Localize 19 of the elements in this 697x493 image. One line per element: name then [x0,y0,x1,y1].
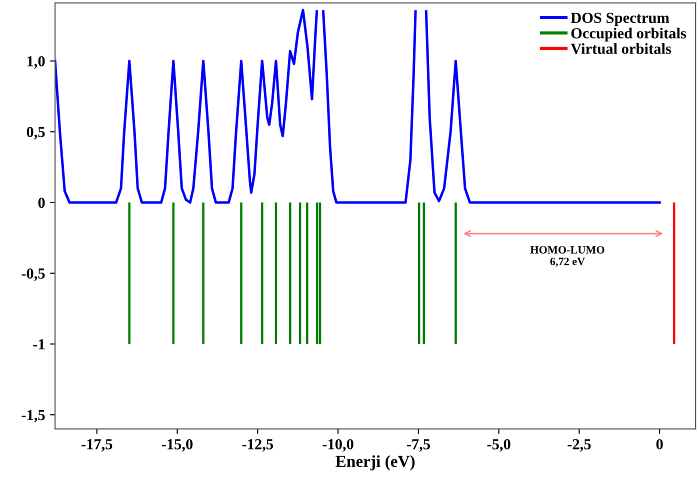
y-tick-label: 0,5 [26,126,45,140]
x-tick-label: -12,5 [242,439,273,452]
y-tick-label: -1 [33,339,45,350]
y-tick-label: 1,0 [27,56,45,69]
y-tick-label: 0 [38,198,45,208]
x-tick-label: 0 [656,439,663,450]
y-tick-label: -0,5 [22,268,45,281]
x-tick-label: -2,5 [568,439,591,452]
x-tick-label: -17,5 [82,439,112,452]
legend-label: DOS Spectrum [570,12,670,26]
x-tick-label: -5,0 [487,439,510,452]
x-tick-label: -15,0 [162,439,193,452]
x-axis-title: Enerji (eV) [336,455,415,470]
x-tick-label: -7,5 [406,439,430,452]
y-tick-label: -1,5 [22,410,45,422]
legend-label: Occupied orbitals [571,28,686,42]
annotation: HOMO-LUMO 6,72 eV [530,246,604,267]
x-tick-label: -10,0 [322,439,354,452]
legend-label: Virtual orbitals [570,43,672,54]
